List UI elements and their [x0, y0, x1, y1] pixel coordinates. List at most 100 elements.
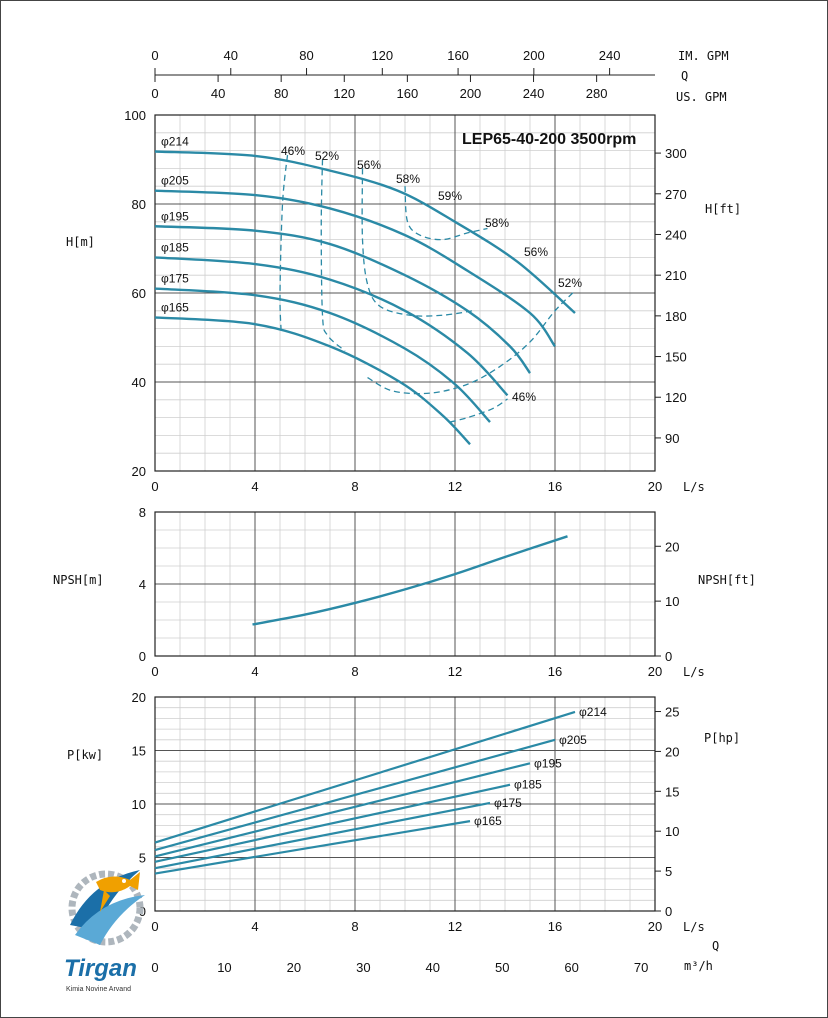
head-curve-label: φ214 — [161, 134, 189, 148]
power-curve-label: φ205 — [559, 733, 587, 747]
efficiency-label: 56% — [524, 245, 548, 259]
bottom-q-label: Q — [712, 939, 719, 953]
logo-name: Tirgan — [64, 955, 137, 982]
y2-tick-label: 0 — [665, 904, 672, 919]
x-tick-label: 8 — [351, 664, 358, 679]
m3h-tick-label: 40 — [426, 960, 440, 975]
m3h-tick-label: 60 — [564, 960, 578, 975]
y2-tick-label: 180 — [665, 309, 687, 324]
power-curve — [154, 801, 491, 870]
usgpm-tick-label: 120 — [333, 86, 355, 101]
y2-tick-label: 10 — [665, 594, 679, 609]
x-tick-label: 0 — [151, 479, 158, 494]
head-curve — [154, 189, 556, 348]
efficiency-curve — [404, 186, 488, 241]
imgpm-tick-label: 200 — [523, 48, 545, 63]
efficiency-label: 58% — [396, 172, 420, 186]
m3h-tick-label: 10 — [217, 960, 231, 975]
power-curve-label: φ165 — [474, 814, 502, 828]
x-tick-label: 0 — [151, 919, 158, 934]
imgpm-tick-label: 240 — [599, 48, 621, 63]
y2-tick-label: 150 — [665, 350, 687, 365]
y2-axis-label: P[hp] — [704, 731, 740, 745]
x-tick-label: 8 — [351, 479, 358, 494]
efficiency-label: 52% — [315, 149, 339, 163]
x-tick-label: 0 — [151, 664, 158, 679]
y2-tick-label: 20 — [665, 539, 679, 554]
y2-axis-label: H[ft] — [705, 202, 741, 216]
x-tick-label: 12 — [448, 479, 462, 494]
imgpm-tick-label: 80 — [299, 48, 313, 63]
usgpm-axis-label: US. GPM — [676, 90, 727, 104]
y2-tick-label: 5 — [665, 864, 672, 879]
curves-layer — [154, 150, 576, 875]
head-curve — [154, 256, 509, 397]
head-curve — [154, 150, 576, 314]
logo-tagline: Kimia Novine Arvand — [66, 986, 131, 993]
x-axis-label: L/s — [683, 480, 705, 494]
usgpm-tick-label: 200 — [460, 86, 482, 101]
x-tick-label: 16 — [548, 919, 562, 934]
x-tick-label: 20 — [648, 919, 662, 934]
q-axis-label: Q — [681, 69, 688, 83]
head-curve-label: φ175 — [161, 272, 189, 286]
y-tick-label: 60 — [132, 286, 146, 301]
y2-tick-label: 210 — [665, 268, 687, 283]
usgpm-tick-label: 40 — [211, 86, 225, 101]
efficiency-label: 58% — [485, 216, 509, 230]
usgpm-tick-label: 280 — [586, 86, 608, 101]
imgpm-axis-label: IM. GPM — [678, 49, 729, 63]
head-curve — [154, 225, 531, 374]
efficiency-label: 46% — [281, 144, 305, 158]
x-tick-label: 20 — [648, 479, 662, 494]
m3h-tick-label: 70 — [634, 960, 648, 975]
plot-border — [154, 696, 656, 912]
efficiency-curve — [449, 398, 508, 423]
fish-gear-logo-icon — [68, 870, 145, 946]
power-curve — [154, 820, 471, 875]
head-curve-label: φ205 — [161, 174, 189, 188]
plot-border — [154, 511, 656, 657]
npsh-curve — [252, 535, 568, 626]
y2-tick-label: 270 — [665, 187, 687, 202]
head-curve-label: φ195 — [161, 209, 189, 223]
head-curve-label: φ185 — [161, 240, 189, 254]
y-axis-label: H[m] — [66, 235, 95, 249]
power-curve — [154, 783, 511, 863]
tirgan-logo: Tirgan Kimia Novine Arvand — [64, 870, 145, 993]
usgpm-tick-label: 240 — [523, 86, 545, 101]
x-tick-label: 4 — [251, 664, 258, 679]
head-curve — [154, 316, 471, 446]
y2-tick-label: 0 — [665, 649, 672, 664]
plot-border — [154, 114, 656, 472]
x-tick-label: 12 — [448, 664, 462, 679]
power-curve — [154, 710, 576, 844]
usgpm-tick-label: 160 — [397, 86, 419, 101]
efficiency-curve — [361, 168, 473, 317]
x-tick-label: 16 — [548, 479, 562, 494]
efficiency-label: 52% — [558, 276, 582, 290]
y2-tick-label: 15 — [665, 784, 679, 799]
y-tick-label: 5 — [139, 851, 146, 866]
usgpm-tick-label: 0 — [151, 86, 158, 101]
power-curve-label: φ195 — [534, 756, 562, 770]
y2-tick-label: 25 — [665, 705, 679, 720]
x-tick-label: 4 — [251, 479, 258, 494]
y2-tick-label: 10 — [665, 824, 679, 839]
efficiency-label: 56% — [357, 158, 381, 172]
x-tick-label: 8 — [351, 919, 358, 934]
y-tick-label: 0 — [139, 649, 146, 664]
x-tick-label: 20 — [648, 664, 662, 679]
y-tick-label: 10 — [132, 797, 146, 812]
x-tick-label: 12 — [448, 919, 462, 934]
y-tick-label: 4 — [139, 577, 146, 592]
y2-axis-label: NPSH[ft] — [698, 573, 756, 587]
y-axis-label: NPSH[m] — [53, 573, 104, 587]
y-tick-label: 15 — [132, 744, 146, 759]
x-tick-label: 16 — [548, 664, 562, 679]
efficiency-curve — [279, 154, 289, 334]
y2-tick-label: 20 — [665, 744, 679, 759]
y-axis-label: P[kw] — [67, 748, 103, 762]
m3h-tick-label: 30 — [356, 960, 370, 975]
m3h-tick-label: 50 — [495, 960, 509, 975]
